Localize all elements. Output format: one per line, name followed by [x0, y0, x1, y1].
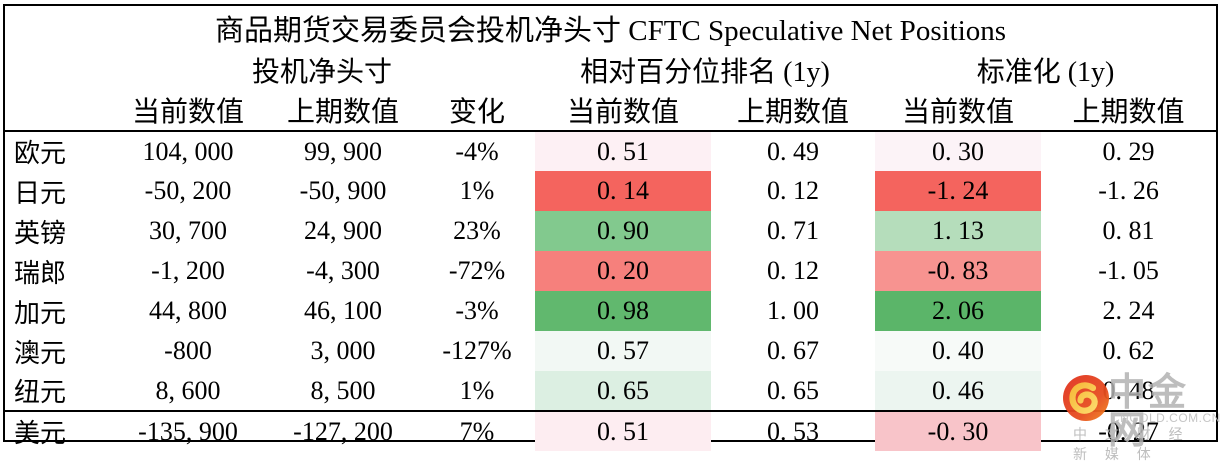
watermark-brand-text: 中金网	[1108, 372, 1189, 452]
value-change: -127%	[442, 336, 512, 365]
value-previous: 99, 900	[304, 136, 382, 166]
subheader-change: 变化	[419, 90, 535, 132]
table-row-chf: 瑞郎 -1, 200 -4, 300 -72% 0. 20 0. 12 -0. …	[5, 251, 1216, 291]
std-previous: 2. 24	[1102, 296, 1155, 325]
std-previous: -1. 26	[1098, 176, 1159, 205]
std-current-heatcell: 0. 46	[875, 371, 1041, 411]
table-title-row: 商品期货交易委员会投机净头寸 CFTC Speculative Net Posi…	[5, 6, 1216, 50]
value-change: 1%	[459, 375, 495, 405]
subheader-previous: 上期数值	[267, 90, 419, 132]
std-current-heatcell: -0. 83	[875, 251, 1041, 291]
pct-previous: 0. 65	[767, 375, 819, 405]
value-previous: 46, 100	[304, 296, 382, 325]
table-row-eur: 欧元 104, 000 99, 900 -4% 0. 51 0. 49 0. 3…	[5, 131, 1216, 171]
table-row-nzd: 纽元 8, 600 8, 500 1% 0. 65 0. 65 0. 46 0.…	[5, 371, 1216, 411]
cftc-positions-table: 商品期货交易委员会投机净头寸 CFTC Speculative Net Posi…	[3, 4, 1218, 451]
std-previous: 0. 62	[1102, 336, 1155, 365]
table-row-aud: 澳元 -800 3, 000 -127% 0. 57 0. 67 0. 40 0…	[5, 331, 1216, 371]
value-current: -1, 200	[151, 256, 225, 285]
pct-current-heatcell: 0. 20	[535, 251, 711, 291]
value-current: 30, 700	[149, 216, 227, 245]
currency-label: 日元	[14, 178, 67, 208]
value-previous: 8, 500	[310, 375, 376, 405]
pct-current-heatcell: 0. 90	[535, 211, 711, 251]
subheader-std-previous: 上期数值	[1041, 90, 1217, 132]
std-current-heatcell: 2. 06	[875, 291, 1041, 331]
value-change: 23%	[453, 216, 501, 245]
currency-label: 瑞郎	[14, 258, 67, 288]
std-current-heatcell: 1. 13	[875, 211, 1041, 251]
std-current-heatcell: 0. 40	[875, 331, 1041, 371]
sub-header-row: 当前数值 上期数值 变化 当前数值 上期数值 当前数值 上期数值	[5, 90, 1217, 132]
pct-current-heatcell: 0. 98	[535, 291, 711, 331]
pct-previous: 0. 53	[711, 410, 875, 451]
table-row-gbp: 英镑 30, 700 24, 900 23% 0. 90 0. 71 1. 13…	[5, 211, 1216, 251]
pct-previous: 0. 12	[767, 176, 819, 205]
value-previous: -50, 900	[299, 176, 387, 205]
value-change: 7%	[419, 410, 535, 451]
table-title: 商品期货交易委员会投机净头寸 CFTC Speculative Net Posi…	[215, 15, 1007, 47]
value-previous: 24, 900	[304, 216, 382, 245]
std-previous: 0. 81	[1102, 216, 1155, 245]
value-current: -800	[164, 336, 212, 365]
std-previous: -1. 05	[1098, 256, 1159, 285]
value-previous: -127, 200	[267, 410, 419, 451]
value-change: -4%	[455, 136, 499, 166]
pct-previous: 0. 67	[767, 336, 819, 365]
pct-current-heatcell: 0. 51	[535, 410, 711, 451]
value-current: -50, 200	[144, 176, 232, 205]
pct-current-heatcell: 0. 51	[535, 131, 711, 171]
std-current-heatcell: -1. 24	[875, 171, 1041, 211]
std-previous: 0. 48	[1102, 375, 1155, 405]
pct-current-heatcell: 0. 65	[535, 371, 711, 411]
currency-label: 美元	[5, 410, 109, 451]
column-group-header-row: 投机净头寸 相对百分位排名 (1y) 标准化 (1y)	[5, 50, 1216, 90]
table-row-cad: 加元 44, 800 46, 100 -3% 0. 98 1. 00 2. 06…	[5, 291, 1216, 331]
subheader-pct-previous: 上期数值	[711, 90, 875, 132]
table-row-jpy: 日元 -50, 200 -50, 900 1% 0. 14 0. 12 -1. …	[5, 171, 1216, 211]
table-row-usd: 美元 -135, 900 -127, 200 7% 0. 51 0. 53 -0…	[5, 410, 1217, 451]
empty-corner-cell	[5, 90, 109, 132]
value-previous: -4, 300	[306, 256, 380, 285]
std-current-heatcell: -0. 30	[875, 410, 1041, 451]
watermark-domain-text: CNGOLD.COM.CN	[1111, 411, 1221, 425]
group-header-net-positions: 投机净头寸	[251, 57, 392, 88]
value-current: 8, 600	[155, 375, 221, 405]
cngold-watermark: 中金网 CNGOLD.COM.CN 中 文 财 经 新 媒 体	[1045, 356, 1221, 462]
pct-previous: 0. 12	[767, 256, 819, 285]
cngold-swirl-logo-icon	[1063, 375, 1109, 421]
value-change: 1%	[459, 176, 495, 205]
value-current: -135, 900	[109, 410, 267, 451]
value-change: -72%	[448, 256, 506, 285]
currency-label: 欧元	[14, 139, 67, 168]
pct-previous: 0. 71	[767, 216, 819, 245]
pct-previous: 0. 49	[767, 136, 819, 166]
subheader-pct-current: 当前数值	[535, 90, 711, 132]
subheader-std-current: 当前数值	[875, 90, 1041, 132]
value-current: 44, 800	[149, 296, 227, 325]
currency-label: 纽元	[14, 378, 67, 407]
value-previous: 3, 000	[310, 336, 376, 365]
pct-previous: 1. 00	[767, 296, 819, 325]
group-header-percentile-rank: 相对百分位排名 (1y)	[580, 57, 830, 88]
std-current-heatcell: 0. 30	[875, 131, 1041, 171]
std-previous: 0. 29	[1102, 136, 1155, 166]
group-header-standardized: 标准化 (1y)	[976, 57, 1115, 88]
pct-current-heatcell: 0. 14	[535, 171, 711, 211]
value-current: 104, 000	[142, 136, 234, 166]
subheader-current: 当前数值	[109, 90, 267, 132]
currency-label: 英镑	[14, 218, 67, 248]
std-previous: -0. 27	[1041, 410, 1217, 451]
value-change: -3%	[455, 296, 499, 325]
pct-current-heatcell: 0. 57	[535, 331, 711, 371]
watermark-tagline-text: 中 文 财 经 新 媒 体	[1073, 426, 1190, 462]
currency-label: 澳元	[14, 338, 67, 368]
currency-label: 加元	[14, 298, 67, 328]
empty-corner-cell	[5, 50, 109, 90]
